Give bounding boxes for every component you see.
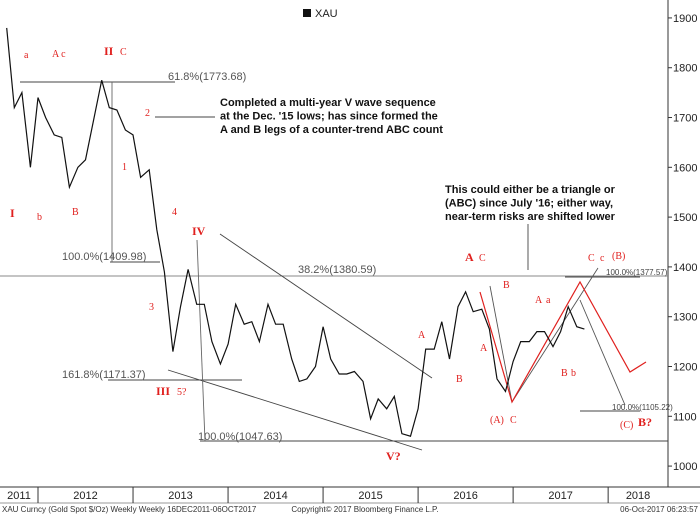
x-tick-label: 2012 xyxy=(73,490,97,502)
y-tick-label: 1500 xyxy=(673,212,697,224)
wave-label: b xyxy=(37,212,42,223)
y-tick-label: 1800 xyxy=(673,63,697,75)
wave-label: a xyxy=(546,295,551,306)
wave-label: 2 xyxy=(145,108,150,119)
projection-path xyxy=(479,280,647,404)
annotation: near-term risks are shifted lower xyxy=(445,211,616,223)
fib-label: 100.0%(1409.98) xyxy=(62,251,146,263)
y-tick-label: 1300 xyxy=(673,312,697,324)
wave-label: III xyxy=(156,384,170,398)
y-tick-label: 1700 xyxy=(673,113,697,125)
footer-text: 06-Oct-2017 06:23:57 xyxy=(620,505,698,514)
wave-label: B xyxy=(72,207,79,218)
wave-label: c xyxy=(600,253,605,264)
x-tick-label: 2013 xyxy=(168,490,192,502)
fib-label: 100.0%(1377.57) xyxy=(606,268,668,277)
price-line xyxy=(6,27,585,437)
wave-label: B xyxy=(503,280,510,291)
wave-label: C xyxy=(120,47,127,58)
wave-label: V? xyxy=(386,449,401,463)
x-tick-label: 2018 xyxy=(626,490,650,502)
wave-label: a xyxy=(24,50,29,61)
annotation: (ABC) since July '16; either way, xyxy=(445,198,613,210)
wave-label: A xyxy=(535,295,543,306)
legend-label: XAU xyxy=(315,8,338,20)
wave-label: C xyxy=(479,253,486,264)
wave-label: b xyxy=(571,368,576,379)
wave-label: (B) xyxy=(612,251,625,262)
y-tick-label: 1100 xyxy=(673,411,697,423)
y-tick-label: 1400 xyxy=(673,262,697,274)
x-tick-label: 2016 xyxy=(453,490,477,502)
annotation: This could either be a triangle or xyxy=(445,184,616,196)
wave-label: B? xyxy=(638,415,652,429)
wave-label: A xyxy=(418,330,426,341)
wave-label: A c xyxy=(52,49,66,60)
y-tick-label: 1000 xyxy=(673,461,697,473)
fib-label: 100.0%(1047.63) xyxy=(198,431,282,443)
y-tick-label: 1900 xyxy=(673,13,697,25)
wave-label: A xyxy=(465,250,474,264)
trend-line xyxy=(167,369,423,451)
trend-line xyxy=(219,233,433,379)
wave-label: C xyxy=(588,253,595,264)
x-tick-label: 2015 xyxy=(358,490,382,502)
annotation-lines xyxy=(0,81,668,451)
footer-text: XAU Curncy (Gold Spot $/Oz) Weekly Weekl… xyxy=(2,505,257,514)
wave-label: B xyxy=(561,368,568,379)
x-tick-label: 2014 xyxy=(263,490,287,502)
fib-label: 61.8%(1773.68) xyxy=(168,71,246,83)
annotation: A and B legs of a counter-trend ABC coun… xyxy=(220,124,443,136)
wave-label: II xyxy=(104,44,114,58)
wave-path xyxy=(579,299,626,406)
wave-label: (A) xyxy=(490,415,504,426)
wave-label: A xyxy=(480,343,488,354)
wave-label: (C) xyxy=(620,420,633,431)
wave-label: C xyxy=(510,415,517,426)
wave-label: 1 xyxy=(122,162,127,173)
wave-label: I xyxy=(10,206,15,220)
wave-label: 3 xyxy=(149,302,154,313)
footer-text: Copyright© 2017 Bloomberg Finance L.P. xyxy=(291,505,438,514)
wave-label: 4 xyxy=(172,207,177,218)
y-tick-label: 1200 xyxy=(673,361,697,373)
wave-label: B xyxy=(456,374,463,385)
legend-swatch xyxy=(303,9,311,17)
y-tick-label: 1600 xyxy=(673,162,697,174)
fib-label: 161.8%(1171.37) xyxy=(62,369,146,381)
x-tick-label: 2017 xyxy=(548,490,572,502)
fib-label: 38.2%(1380.59) xyxy=(298,264,376,276)
annotation: at the Dec. '15 lows; has since formed t… xyxy=(220,111,438,123)
fib-label: 100.0%(1105.22) xyxy=(612,403,673,412)
wave-label: 5? xyxy=(177,387,187,398)
annotation: Completed a multi-year V wave sequence xyxy=(220,97,436,109)
x-tick-label: 2011 xyxy=(7,490,31,502)
wave-label: IV xyxy=(192,224,206,238)
fib-leg xyxy=(196,239,206,442)
